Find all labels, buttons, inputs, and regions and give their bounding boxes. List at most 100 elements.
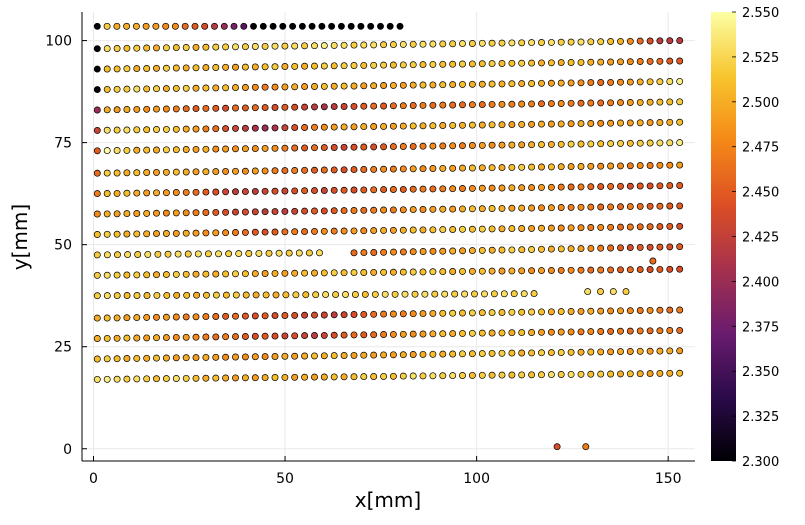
data-point — [528, 349, 536, 357]
data-point — [320, 187, 328, 194]
data-point — [261, 124, 269, 132]
data-point — [597, 266, 605, 274]
data-point — [459, 121, 466, 129]
data-point — [103, 126, 111, 134]
data-point — [212, 208, 220, 216]
data-point — [429, 60, 437, 68]
data-point — [656, 327, 664, 335]
data-point — [222, 188, 230, 196]
data-point — [291, 311, 299, 319]
data-point — [409, 165, 417, 173]
data-point — [676, 139, 684, 147]
data-point — [508, 308, 516, 316]
data-point — [538, 141, 545, 149]
data-point — [646, 266, 654, 273]
data-point — [538, 224, 545, 232]
data-point — [143, 65, 151, 72]
data-point — [419, 40, 427, 48]
data-point — [133, 126, 141, 134]
data-point — [636, 202, 644, 210]
data-point — [547, 59, 555, 67]
data-point — [439, 185, 447, 193]
data-point — [617, 307, 624, 315]
data-point — [597, 288, 604, 296]
data-point — [666, 202, 674, 210]
data-point — [449, 226, 457, 233]
data-point — [222, 312, 230, 320]
data-point — [597, 38, 605, 46]
data-point — [370, 206, 378, 214]
data-point — [626, 266, 634, 274]
data-point — [656, 161, 664, 169]
data-point — [212, 43, 220, 51]
data-point — [143, 105, 151, 113]
data-point — [676, 326, 684, 334]
data-point — [241, 84, 249, 91]
data-point — [340, 82, 348, 90]
data-point — [528, 100, 536, 108]
data-point — [636, 223, 644, 231]
data-point — [202, 168, 210, 176]
data-point — [528, 371, 536, 379]
data-point — [184, 250, 192, 258]
data-point — [183, 291, 191, 299]
data-point — [459, 225, 466, 233]
data-point — [488, 80, 496, 88]
data-point — [538, 328, 545, 336]
data-point — [153, 375, 160, 383]
data-point — [587, 99, 595, 107]
data-point — [351, 291, 359, 298]
data-point — [134, 251, 142, 258]
data-point — [478, 329, 486, 337]
data-point — [557, 163, 565, 171]
data-point — [577, 224, 585, 232]
data-point — [498, 39, 506, 47]
data-point — [202, 125, 210, 133]
data-point — [409, 185, 417, 193]
data-point — [301, 228, 309, 236]
y-tick-label: 25 — [54, 340, 72, 356]
data-point — [103, 271, 111, 279]
data-point — [261, 270, 269, 277]
data-point — [162, 146, 170, 154]
data-point — [636, 98, 644, 106]
data-point — [421, 290, 429, 298]
data-point — [399, 165, 407, 173]
data-point — [289, 22, 297, 30]
data-point — [459, 185, 466, 192]
data-point — [301, 83, 309, 91]
data-point — [123, 44, 131, 52]
data-point — [471, 290, 478, 298]
data-point — [380, 102, 388, 110]
data-point — [320, 269, 328, 277]
data-point — [201, 22, 209, 30]
data-point — [192, 270, 200, 278]
data-point — [597, 99, 605, 107]
data-point — [449, 121, 457, 129]
data-point — [281, 332, 289, 340]
data-point — [173, 291, 181, 299]
data-point — [320, 42, 328, 50]
data-point — [192, 209, 200, 217]
data-point — [192, 168, 200, 176]
data-point — [666, 118, 674, 126]
data-point — [626, 327, 634, 335]
data-point — [607, 99, 615, 107]
data-point — [518, 308, 526, 316]
data-point — [281, 228, 289, 236]
data-point — [518, 329, 526, 337]
data-point — [133, 292, 141, 299]
data-point — [340, 166, 348, 174]
data-point — [656, 139, 664, 147]
data-point — [399, 226, 407, 234]
data-point — [93, 314, 101, 322]
data-point — [93, 292, 101, 300]
data-point — [636, 307, 644, 314]
data-point — [468, 184, 476, 192]
data-point — [547, 328, 555, 336]
data-point — [508, 329, 516, 337]
data-point — [607, 266, 615, 274]
data-point — [547, 163, 555, 171]
data-point — [370, 373, 378, 380]
data-point — [182, 374, 190, 382]
